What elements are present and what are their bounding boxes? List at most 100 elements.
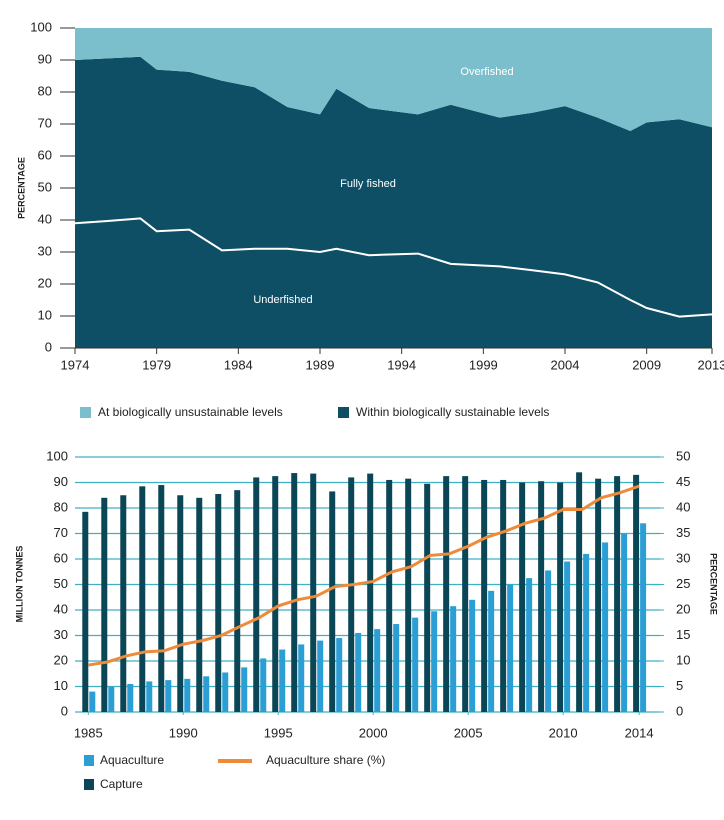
bar	[120, 495, 127, 712]
x-tick-label: 2004	[551, 357, 580, 372]
bar	[386, 479, 393, 712]
bar	[355, 632, 362, 712]
area-label: Overfished	[460, 66, 513, 78]
legend-label: At biologically unsustainable levels	[98, 405, 283, 419]
y-tick-label: 10	[38, 307, 52, 322]
underfished-line	[74, 217, 713, 318]
y-tick-label: 60	[54, 550, 68, 565]
bar	[602, 542, 609, 712]
bar	[184, 678, 191, 712]
y-tick-label: 60	[38, 147, 52, 162]
y2-tick-label: 50	[676, 448, 690, 463]
y2-tick-label: 25	[676, 576, 690, 591]
bar	[348, 477, 355, 712]
x-tick-label: 1974	[61, 357, 90, 372]
bar	[519, 482, 526, 712]
bar	[146, 681, 153, 712]
legend-swatch	[338, 407, 349, 418]
bar	[374, 629, 381, 712]
bar	[462, 476, 469, 712]
y-tick-label: 100	[30, 19, 52, 34]
bar	[165, 680, 172, 712]
y2-tick-label: 45	[676, 474, 690, 489]
bar	[545, 570, 552, 712]
bar	[241, 667, 248, 712]
legend-label: Within biologically sustainable levels	[356, 405, 549, 419]
area-label: Fully fished	[340, 178, 396, 190]
y-tick-label: 80	[54, 499, 68, 514]
legend-label: Capture	[100, 777, 143, 791]
bar	[481, 479, 488, 712]
area	[75, 28, 712, 132]
bar	[633, 474, 640, 712]
x-tick-label: 1984	[224, 357, 253, 372]
y2-tick-label: 15	[676, 627, 690, 642]
legend-label: Aquaculture share (%)	[266, 753, 385, 767]
y2-tick-label: 5	[676, 678, 683, 693]
bar	[158, 485, 165, 712]
x-tick-label: 2013	[698, 357, 724, 372]
bar	[82, 511, 89, 712]
y-axis-label: PERCENTAGE	[16, 157, 26, 219]
x-tick-label: 2010	[549, 725, 578, 740]
bar	[336, 638, 343, 712]
bar	[469, 599, 476, 712]
area	[75, 56, 712, 349]
bar	[595, 478, 602, 712]
y-tick-label: 90	[54, 474, 68, 489]
legend-swatch	[84, 755, 94, 766]
x-tick-label: 1994	[387, 357, 416, 372]
bar	[203, 676, 210, 712]
bar	[443, 476, 450, 712]
bar	[640, 523, 647, 712]
y-tick-label: 20	[38, 275, 52, 290]
bar	[367, 473, 374, 712]
x-tick-label: 1990	[169, 725, 198, 740]
bar	[279, 649, 286, 712]
bar	[272, 476, 279, 712]
y2-tick-label: 10	[676, 652, 690, 667]
bar	[222, 672, 229, 712]
bar	[564, 561, 571, 712]
bar	[196, 497, 203, 712]
bar	[431, 611, 438, 712]
bar	[139, 486, 146, 712]
bar	[614, 476, 621, 712]
bar	[298, 644, 305, 712]
bar	[621, 533, 628, 712]
legend-label: Aquaculture	[100, 753, 164, 767]
y-tick-label: 50	[54, 576, 68, 591]
x-tick-label: 2005	[454, 725, 483, 740]
x-tick-label: 2000	[359, 725, 388, 740]
bar	[101, 497, 108, 712]
bar	[234, 490, 241, 712]
y-tick-label: 20	[54, 652, 68, 667]
bar	[412, 617, 419, 712]
area-label: Underfished	[253, 294, 312, 306]
y-tick-label: 10	[54, 678, 68, 693]
x-tick-label: 1995	[264, 725, 293, 740]
bar	[424, 483, 431, 712]
y2-tick-label: 35	[676, 525, 690, 540]
bar	[488, 590, 495, 712]
bar	[557, 482, 564, 712]
bar	[450, 606, 457, 712]
bar	[127, 683, 134, 712]
y-tick-label: 50	[38, 179, 52, 194]
y-tick-label: 0	[45, 339, 52, 354]
y-tick-label: 70	[38, 115, 52, 130]
y-tick-label: 90	[38, 51, 52, 66]
bar	[507, 584, 514, 712]
bar	[405, 478, 412, 712]
bar	[310, 473, 317, 712]
bar	[538, 481, 545, 712]
x-tick-label: 2009	[632, 357, 661, 372]
bar	[260, 658, 267, 712]
bar	[317, 640, 324, 712]
x-tick-label: 1989	[306, 357, 335, 372]
bar	[108, 686, 115, 712]
y-tick-label: 100	[46, 448, 68, 463]
legend-swatch	[80, 407, 91, 418]
x-tick-label: 1985	[74, 725, 103, 740]
